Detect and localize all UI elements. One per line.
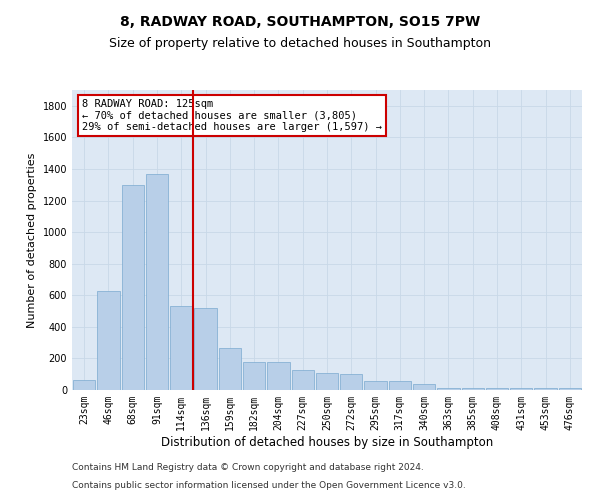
Text: 8, RADWAY ROAD, SOUTHAMPTON, SO15 7PW: 8, RADWAY ROAD, SOUTHAMPTON, SO15 7PW xyxy=(120,15,480,29)
Bar xyxy=(97,290,119,390)
Bar xyxy=(243,362,265,390)
Text: Contains public sector information licensed under the Open Government Licence v3: Contains public sector information licen… xyxy=(72,481,466,490)
Bar xyxy=(535,388,557,390)
Bar xyxy=(340,374,362,390)
Bar xyxy=(413,384,436,390)
Bar xyxy=(316,372,338,390)
Bar xyxy=(461,388,484,390)
Bar xyxy=(267,362,290,390)
Text: Size of property relative to detached houses in Southampton: Size of property relative to detached ho… xyxy=(109,38,491,51)
Bar xyxy=(292,370,314,390)
Bar xyxy=(194,308,217,390)
Bar xyxy=(170,306,193,390)
X-axis label: Distribution of detached houses by size in Southampton: Distribution of detached houses by size … xyxy=(161,436,493,448)
Bar xyxy=(146,174,168,390)
Bar xyxy=(122,184,144,390)
Bar xyxy=(437,388,460,390)
Bar xyxy=(364,382,387,390)
Bar xyxy=(73,380,95,390)
Text: Contains HM Land Registry data © Crown copyright and database right 2024.: Contains HM Land Registry data © Crown c… xyxy=(72,464,424,472)
Bar xyxy=(218,348,241,390)
Bar xyxy=(486,388,508,390)
Bar xyxy=(389,382,411,390)
Text: 8 RADWAY ROAD: 125sqm
← 70% of detached houses are smaller (3,805)
29% of semi-d: 8 RADWAY ROAD: 125sqm ← 70% of detached … xyxy=(82,99,382,132)
Bar xyxy=(510,388,532,390)
Y-axis label: Number of detached properties: Number of detached properties xyxy=(27,152,37,328)
Bar xyxy=(559,388,581,390)
